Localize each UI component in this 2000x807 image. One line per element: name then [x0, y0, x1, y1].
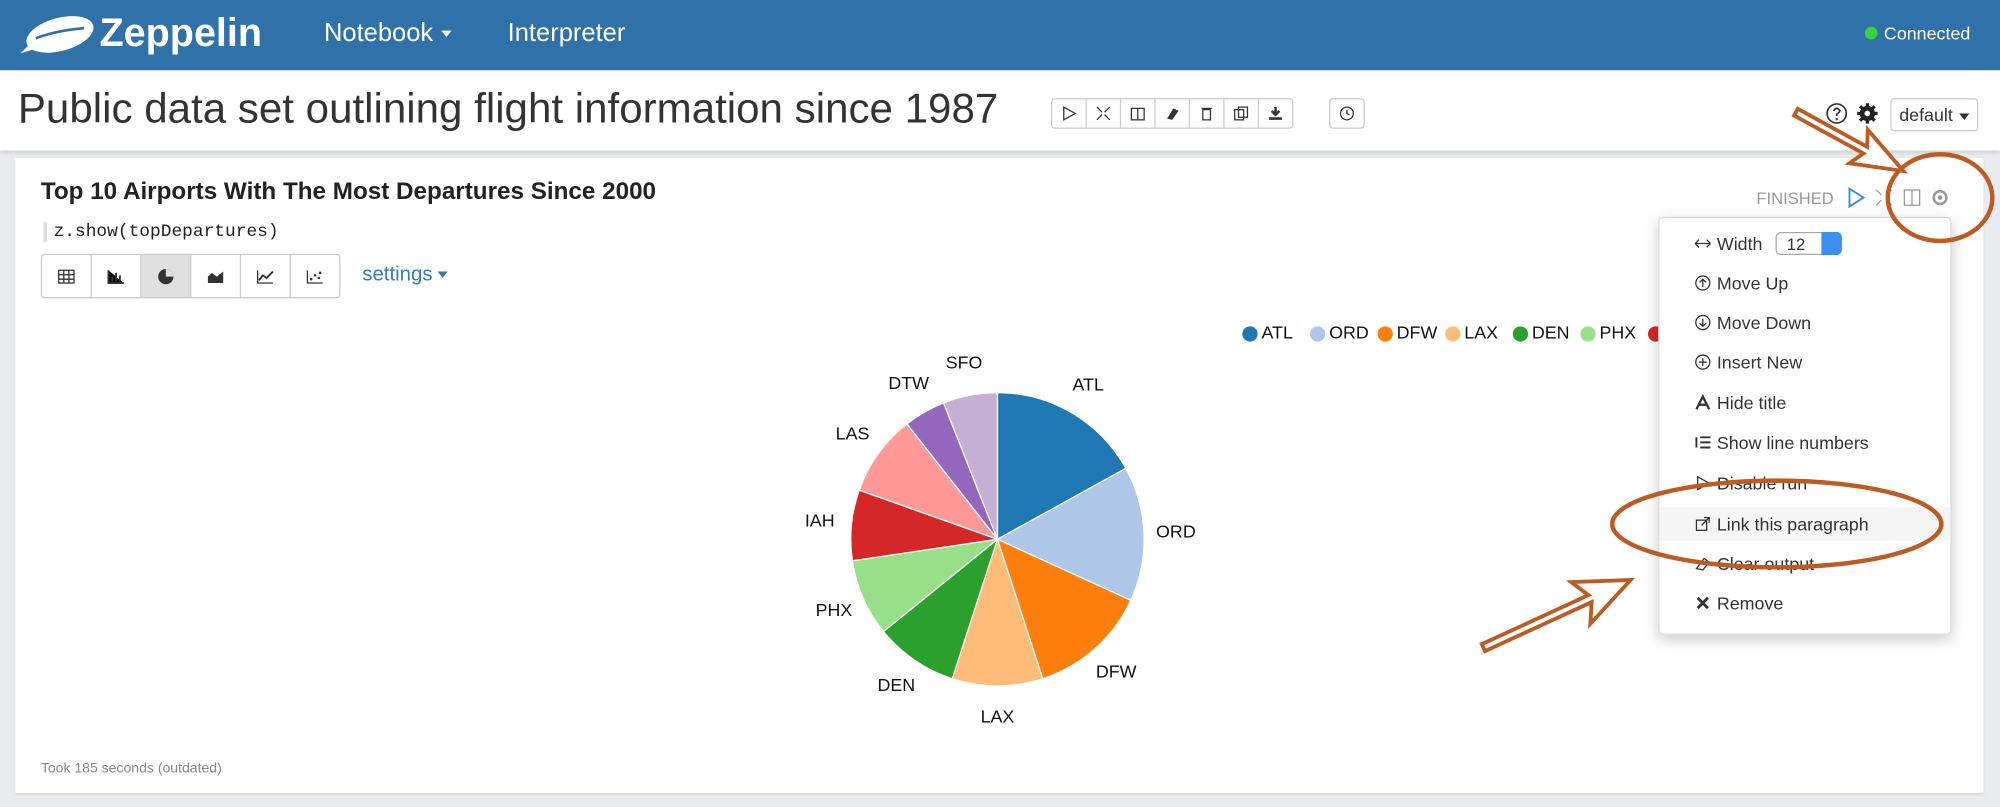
- connection-status: Connected: [1883, 22, 1971, 44]
- nav-item[interactable]: Notebook: [323, 19, 452, 48]
- width-row: Width 12: [1659, 227, 1950, 260]
- table-button[interactable]: [42, 254, 92, 298]
- delete-button[interactable]: [1190, 99, 1225, 128]
- menu-item[interactable]: Remove: [1659, 586, 1950, 619]
- notebook-header: Public data set outlining flight informa…: [0, 71, 2000, 151]
- logo: [20, 16, 94, 54]
- settings-label[interactable]: settings: [362, 263, 433, 286]
- menu-icon: [1695, 557, 1711, 571]
- export-button[interactable]: [1259, 99, 1292, 127]
- menu-item-label[interactable]: Disable run: [1716, 472, 1808, 494]
- menu-item-label[interactable]: Insert New: [1716, 351, 1803, 373]
- clear-output-button[interactable]: [1156, 99, 1191, 128]
- menu-item[interactable]: Show line numbers: [1659, 426, 1950, 459]
- menu-item-label[interactable]: Move Up: [1716, 272, 1789, 294]
- settings-toggle[interactable]: settings: [362, 264, 448, 287]
- menu-item[interactable]: Disable run: [1659, 467, 1950, 500]
- scatter-chart-button[interactable]: [291, 255, 339, 297]
- brand[interactable]: Zeppelin: [99, 10, 263, 55]
- area-chart-button[interactable]: [191, 254, 242, 298]
- line-chart-button[interactable]: [241, 254, 291, 298]
- schedule-group: [1329, 98, 1365, 129]
- nav-item[interactable]: Interpreter: [507, 19, 626, 48]
- menu-item-label[interactable]: Link this paragraph: [1716, 513, 1869, 535]
- pie-chart-button[interactable]: [141, 254, 192, 298]
- menu-item[interactable]: Link this paragraph: [1659, 507, 1951, 541]
- menu-icon: [1695, 516, 1710, 531]
- menu-item[interactable]: Move Up: [1659, 266, 1950, 299]
- width-label: Width: [1716, 233, 1763, 254]
- paragraph-status: FINISHED: [1756, 188, 1834, 208]
- clone-button[interactable]: [1224, 99, 1259, 128]
- navbar: Zeppelin Notebook Interpreter Connected: [0, 0, 2000, 71]
- menu-item-label[interactable]: Show line numbers: [1716, 432, 1869, 453]
- menu-icon: [1695, 354, 1711, 370]
- menu-item-label[interactable]: Move Down: [1716, 312, 1812, 333]
- help-settings-icons[interactable]: [1825, 102, 1884, 127]
- menu-icon: [1697, 475, 1711, 491]
- nav-item-label[interactable]: Notebook: [323, 19, 434, 48]
- schedule-button[interactable]: [1330, 99, 1363, 127]
- width-select[interactable]: 12: [1775, 232, 1842, 255]
- notebook-title[interactable]: Public data set outlining flight informa…: [17, 84, 999, 132]
- paragraph-footer: Took 185 seconds (outdated): [40, 761, 222, 777]
- menu-item-label[interactable]: Remove: [1716, 592, 1784, 614]
- code-toggle-button[interactable]: [1121, 99, 1156, 128]
- menu-item[interactable]: Clear output: [1659, 547, 1950, 580]
- chart-type-toolbar: [40, 253, 341, 299]
- menu-item-label[interactable]: Clear output: [1716, 553, 1815, 574]
- menu-icon: [1695, 393, 1711, 410]
- menu-item[interactable]: Insert New: [1659, 345, 1950, 378]
- paragraph-title[interactable]: Top 10 Airports With The Most Departures…: [40, 178, 657, 206]
- menu-item[interactable]: Hide title: [1659, 386, 1950, 419]
- menu-icon: [1696, 596, 1709, 610]
- paragraph-code[interactable]: z.show(topDepartures): [43, 221, 279, 243]
- menu-icon: [1695, 275, 1711, 291]
- menu-item-label[interactable]: Hide title: [1716, 392, 1787, 414]
- status-dot: [1864, 26, 1878, 40]
- bar-chart-button[interactable]: [92, 254, 142, 298]
- menu-icon: [1695, 314, 1711, 331]
- collapse-button[interactable]: [1087, 99, 1122, 128]
- interpreter-binding-button[interactable]: default: [1890, 98, 1979, 132]
- paragraph-controls[interactable]: [1844, 186, 1954, 209]
- run-all-button[interactable]: [1052, 99, 1087, 128]
- menu-item[interactable]: Move Down: [1659, 306, 1950, 339]
- interpreter-binding-label[interactable]: default: [1899, 104, 1953, 125]
- notebook-actions: [1051, 98, 1294, 129]
- paragraph-menu: Width 12 Move Up Move Down Insert New Hide …: [1658, 216, 1952, 635]
- menu-icon: [1695, 436, 1711, 449]
